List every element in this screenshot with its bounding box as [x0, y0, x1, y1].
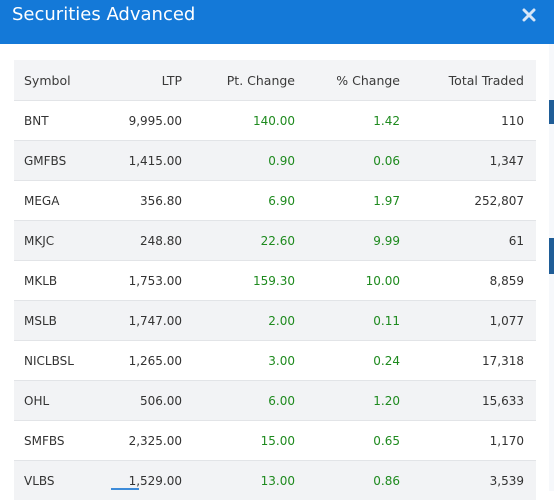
table-row[interactable]: MEGA 356.80 6.90 1.97 252,807 [14, 181, 536, 221]
table-row[interactable]: BNT 9,995.00 140.00 1.42 110 [14, 101, 536, 141]
column-header-total-traded[interactable]: Total Traded [400, 60, 536, 101]
ltp-cell: 1,265.00 [102, 341, 182, 381]
ltp-cell: 1,415.00 [102, 141, 182, 181]
table-row[interactable]: NICLBSL 1,265.00 3.00 0.24 17,318 [14, 341, 536, 381]
total-traded-cell: 17,318 [400, 341, 536, 381]
securities-table: Symbol LTP Pt. Change % Change Total Tra… [14, 60, 536, 500]
symbol-cell: GMFBS [14, 141, 102, 181]
total-traded-cell: 8,859 [400, 261, 536, 301]
total-traded-cell: 1,077 [400, 301, 536, 341]
table-row[interactable]: MSLB 1,747.00 2.00 0.11 1,077 [14, 301, 536, 341]
total-traded-cell: 252,807 [400, 181, 536, 221]
symbol-cell: MKJC [14, 221, 102, 261]
total-traded-cell: 3,539 [400, 461, 536, 500]
pct-change-cell: 9.99 [295, 221, 400, 261]
ltp-cell: 1,529.00 [102, 461, 182, 500]
total-traded-cell: 110 [400, 101, 536, 141]
pt-change-cell: 15.00 [182, 421, 295, 461]
table-row[interactable]: VLBS 1,529.00 13.00 0.86 3,539 [14, 461, 536, 500]
table-row[interactable]: MKJC 248.80 22.60 9.99 61 [14, 221, 536, 261]
table-row[interactable]: SMFBS 2,325.00 15.00 0.65 1,170 [14, 421, 536, 461]
ltp-cell: 2,325.00 [102, 421, 182, 461]
pct-change-cell: 1.20 [295, 381, 400, 421]
total-traded-cell: 1,347 [400, 141, 536, 181]
pct-change-cell: 0.24 [295, 341, 400, 381]
symbol-cell: MEGA [14, 181, 102, 221]
pt-change-cell: 22.60 [182, 221, 295, 261]
total-traded-cell: 61 [400, 221, 536, 261]
close-icon [522, 8, 536, 22]
scroll-indicator[interactable] [111, 488, 139, 490]
column-header-pt-change[interactable]: Pt. Change [182, 60, 295, 101]
table-header-row: Symbol LTP Pt. Change % Change Total Tra… [14, 60, 536, 101]
ltp-cell: 248.80 [102, 221, 182, 261]
pct-change-cell: 10.00 [295, 261, 400, 301]
symbol-cell: MSLB [14, 301, 102, 341]
symbol-cell: BNT [14, 101, 102, 141]
dialog-title: Securities Advanced [12, 2, 195, 28]
pt-change-cell: 2.00 [182, 301, 295, 341]
total-traded-cell: 1,170 [400, 421, 536, 461]
pt-change-cell: 0.90 [182, 141, 295, 181]
column-header-pct-change[interactable]: % Change [295, 60, 400, 101]
pct-change-cell: 0.06 [295, 141, 400, 181]
pct-change-cell: 0.86 [295, 461, 400, 500]
pt-change-cell: 140.00 [182, 101, 295, 141]
symbol-cell: MKLB [14, 261, 102, 301]
pct-change-cell: 1.97 [295, 181, 400, 221]
pct-change-cell: 0.65 [295, 421, 400, 461]
table-row[interactable]: MKLB 1,753.00 159.30 10.00 8,859 [14, 261, 536, 301]
symbol-cell: NICLBSL [14, 341, 102, 381]
pt-change-cell: 6.00 [182, 381, 295, 421]
background-page-mark [549, 100, 554, 124]
pt-change-cell: 6.90 [182, 181, 295, 221]
ltp-cell: 506.00 [102, 381, 182, 421]
ltp-cell: 1,753.00 [102, 261, 182, 301]
pt-change-cell: 13.00 [182, 461, 295, 500]
table-row[interactable]: OHL 506.00 6.00 1.20 15,633 [14, 381, 536, 421]
dialog-header: Securities Advanced [0, 0, 554, 44]
background-page-mark [549, 238, 554, 274]
column-header-symbol[interactable]: Symbol [14, 60, 102, 101]
column-header-ltp[interactable]: LTP [102, 60, 182, 101]
symbol-cell: SMFBS [14, 421, 102, 461]
pct-change-cell: 1.42 [295, 101, 400, 141]
symbol-cell: VLBS [14, 461, 102, 500]
total-traded-cell: 15,633 [400, 381, 536, 421]
pt-change-cell: 3.00 [182, 341, 295, 381]
ltp-cell: 9,995.00 [102, 101, 182, 141]
symbol-cell: OHL [14, 381, 102, 421]
pt-change-cell: 159.30 [182, 261, 295, 301]
ltp-cell: 356.80 [102, 181, 182, 221]
table-row[interactable]: GMFBS 1,415.00 0.90 0.06 1,347 [14, 141, 536, 181]
ltp-cell: 1,747.00 [102, 301, 182, 341]
pct-change-cell: 0.11 [295, 301, 400, 341]
close-button[interactable] [522, 4, 538, 26]
